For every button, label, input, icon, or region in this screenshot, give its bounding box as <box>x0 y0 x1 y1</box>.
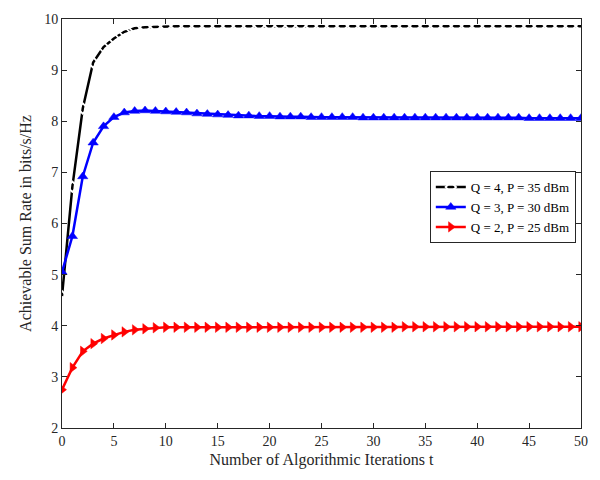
svg-text:8: 8 <box>51 114 58 129</box>
svg-text:0: 0 <box>59 434 66 449</box>
svg-text:25: 25 <box>315 434 329 449</box>
svg-text:50: 50 <box>574 434 588 449</box>
svg-text:9: 9 <box>51 63 58 78</box>
svg-text:4: 4 <box>51 319 58 334</box>
svg-text:Achievable Sum Rate in bits/s/: Achievable Sum Rate in bits/s/Hz <box>17 115 34 332</box>
svg-text:6: 6 <box>51 216 58 231</box>
svg-text:2: 2 <box>51 421 58 436</box>
svg-text:Q = 4, P = 35 dBm: Q = 4, P = 35 dBm <box>471 180 569 195</box>
svg-text:3: 3 <box>51 370 58 385</box>
svg-text:5: 5 <box>110 434 117 449</box>
svg-text:10: 10 <box>44 12 58 27</box>
svg-text:7: 7 <box>51 165 58 180</box>
svg-text:5: 5 <box>51 268 58 283</box>
svg-text:45: 45 <box>522 434 536 449</box>
svg-text:35: 35 <box>418 434 432 449</box>
svg-text:Q = 2, P = 25 dBm: Q = 2, P = 25 dBm <box>471 220 569 235</box>
svg-text:Q = 3, P = 30 dBm: Q = 3, P = 30 dBm <box>471 200 569 215</box>
svg-text:Number of Algorithmic Iteratio: Number of Algorithmic Iterations t <box>210 451 435 469</box>
svg-text:30: 30 <box>366 434 380 449</box>
svg-text:10: 10 <box>159 434 173 449</box>
svg-text:15: 15 <box>211 434 225 449</box>
svg-text:20: 20 <box>263 434 277 449</box>
svg-text:40: 40 <box>470 434 484 449</box>
